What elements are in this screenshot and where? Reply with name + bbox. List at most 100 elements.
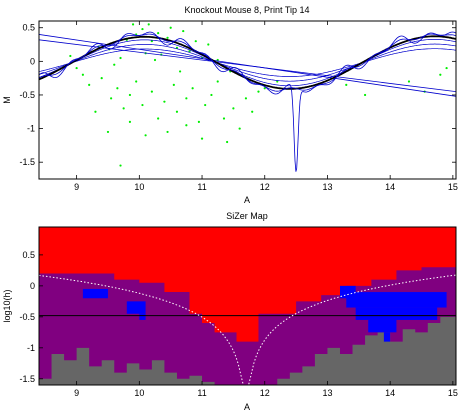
sizer-blue-block [368,319,397,333]
scatter-point [94,110,97,113]
scatter-point [119,56,122,60]
smooth-curve [39,31,456,172]
x-tick-label: 13 [322,388,332,398]
scatter-point [131,23,135,26]
scatter-point [185,97,188,100]
bottom-x-ticks: 9 10 11 12 13 14 15 [74,381,458,398]
scatter-point [363,93,367,97]
scatter-point [257,90,260,93]
scatter-point [445,66,448,70]
scatter-point [88,83,91,86]
scatter-point [188,50,191,53]
scatter-point [144,134,147,137]
scatter-point [172,83,175,86]
scatter-point [119,164,122,167]
scatter-point [147,23,150,26]
scatter-point [439,73,442,76]
scatter-point [128,120,132,123]
scatter-point [141,103,144,107]
top-y-axis-label: M [2,96,12,104]
x-tick-label: 12 [260,388,270,398]
top-x-ticks: 9 10 11 12 13 14 15 [74,21,458,192]
scatter-point [153,58,157,62]
sizer-blue-block [139,313,146,320]
scatter-point [197,120,201,123]
bottom-plot-frame [38,226,457,386]
scatter-point [191,87,194,90]
bottom-y-axis-label: log10(h) [2,289,12,322]
scatter-point [166,36,169,39]
x-tick-label: 9 [74,182,79,192]
scatter-point [263,87,266,90]
sizer-blue-block [346,292,447,308]
window-width-curve-left [39,274,246,385]
sizer-blue-block [383,332,391,342]
top-x-axis-label: A [244,195,250,205]
scatter-point [175,110,179,113]
bottom-chart-title: SiZer Map [226,211,268,221]
scatter-point [276,80,279,83]
y-tick-label: 0 [30,281,35,291]
scatter-point [122,107,125,110]
bottom-x-axis-label: A [244,402,250,412]
x-tick-label: 13 [322,182,332,192]
scatter-point [251,110,254,113]
scatter-point [150,40,153,43]
window-width-curve-right [245,274,456,385]
y-tick-label: 0.5 [22,250,35,260]
scatter-point [244,97,248,100]
x-tick-label: 10 [134,182,144,192]
scatter-point [345,83,348,86]
sizer-blue-block [82,288,108,299]
x-tick-label: 14 [385,388,395,398]
x-tick-label: 15 [448,388,458,398]
scatter-points-layer [69,23,448,167]
y-tick-label: -1.5 [19,157,35,167]
smooth-curve [39,48,456,77]
top-plot-frame [38,20,457,180]
scatter-point [210,93,213,97]
scatter-point [194,40,197,43]
bottom-y-ticks: 0.5 0 -0.5 -1 -1.5 [19,250,43,384]
scatter-point [141,27,144,31]
x-tick-label: 12 [260,182,270,192]
scatter-point [157,117,160,120]
y-tick-label: -1 [27,343,35,353]
scatter-point [407,80,411,83]
scatter-point [216,80,219,83]
y-tick-label: -0.5 [19,312,35,322]
scatter-point [75,66,78,70]
top-y-ticks: 0.5 0 -0.5 -1 -1.5 [19,23,456,167]
scatter-point [113,63,116,66]
sizer-blue-block [355,307,438,320]
y-tick-label: -1.5 [19,374,35,384]
scatter-point [204,103,207,107]
sizer-gray-region [39,310,456,385]
scatter-point [166,130,169,134]
x-tick-label: 11 [197,388,206,398]
top-chart-title: Knockout Mouse 8, Print Tip 14 [184,5,309,15]
sizer-red-region [39,227,456,342]
top-plot-area [39,23,456,172]
x-tick-label: 9 [74,388,79,398]
scatter-point [207,43,210,46]
sizer-map-area [39,227,456,385]
scatter-point [81,73,84,76]
scatter-point [150,90,153,93]
scatter-point [178,70,182,73]
scatter-point [106,130,110,134]
scatter-point [222,117,226,120]
scatter-point [157,32,160,35]
scatter-point [185,124,188,127]
y-tick-label: -0.5 [19,90,35,100]
scatter-point [238,127,241,130]
scatter-point [116,87,119,90]
scatter-point [200,137,204,140]
scatter-point [226,140,229,144]
scatter-point [163,100,166,103]
x-tick-label: 15 [448,182,458,192]
x-tick-label: 11 [197,182,206,192]
smooth-curve [39,39,456,87]
scatter-point [135,80,138,83]
